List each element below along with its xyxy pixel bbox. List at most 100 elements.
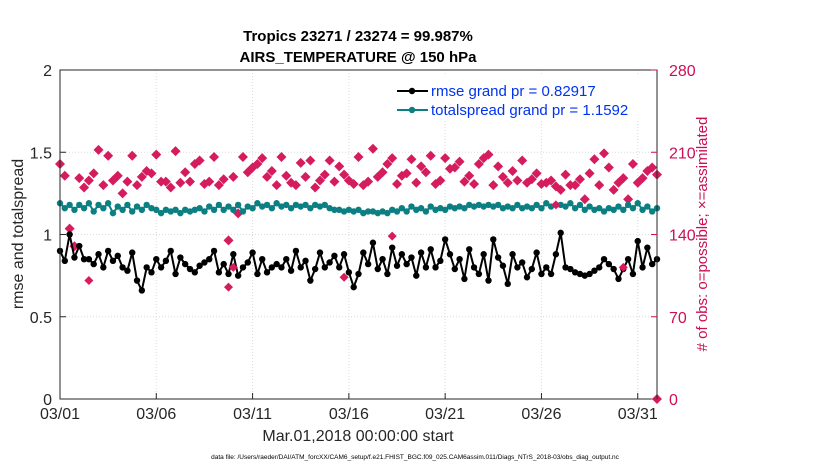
rmse-line-marker <box>182 261 188 267</box>
rmse-line-marker <box>298 264 304 270</box>
rmse-line-marker <box>283 256 289 262</box>
rmse-line-marker <box>630 271 636 277</box>
rmse-line-marker <box>216 269 222 275</box>
totalspread-line-marker <box>110 210 116 216</box>
rmse-line-marker <box>596 264 602 270</box>
rmse-line-marker <box>466 246 472 252</box>
rmse-line-marker <box>461 276 467 282</box>
totalspread-line-marker <box>105 200 111 206</box>
rmse-line-marker <box>379 256 385 262</box>
rmse-line-marker <box>254 271 260 277</box>
rmse-line-marker <box>134 277 140 283</box>
rmse-line-marker <box>639 264 645 270</box>
totalspread-line-marker <box>235 202 241 208</box>
x-tick-label: 03/11 <box>233 406 272 423</box>
totalspread-line-marker <box>538 205 544 211</box>
rmse-line-marker <box>432 264 438 270</box>
rmse-line-marker <box>100 264 106 270</box>
rmse-line-marker <box>153 256 159 262</box>
rmse-line-marker <box>105 248 111 254</box>
y-tick-label: 0.5 <box>30 310 52 327</box>
rmse-line-marker <box>471 264 477 270</box>
rmse-line-marker <box>91 261 97 267</box>
rmse-line-marker <box>264 269 270 275</box>
totalspread-line-marker <box>230 207 236 213</box>
rmse-line-marker <box>211 248 217 254</box>
rmse-line-marker <box>649 261 655 267</box>
rmse-line-marker <box>615 276 621 282</box>
totalspread-line-marker <box>216 202 222 208</box>
rmse-line-marker <box>635 238 641 244</box>
rmse-line-marker <box>307 277 313 283</box>
rmse-line-marker <box>110 258 116 264</box>
x-tick-label: 03/31 <box>618 406 658 423</box>
totalspread-line-marker <box>119 207 125 213</box>
rmse-line-marker <box>606 261 612 267</box>
totalspread-line-marker <box>249 205 255 211</box>
rmse-line-marker <box>240 264 246 270</box>
totalspread-line-marker <box>240 208 246 214</box>
rmse-line-marker <box>302 258 308 264</box>
rmse-line-marker <box>86 256 92 262</box>
y-right-tick-label: 140 <box>669 228 696 245</box>
rmse-line-marker <box>389 244 395 250</box>
rmse-line-marker <box>148 269 154 275</box>
rmse-line-marker <box>259 256 265 262</box>
y-right-tick-label: 280 <box>669 63 696 80</box>
rmse-line-marker <box>312 266 318 272</box>
rmse-line-marker <box>206 256 212 262</box>
totalspread-line-marker <box>139 207 145 213</box>
y-tick-label: 1.5 <box>30 145 52 162</box>
x-tick-label: 03/21 <box>425 406 465 423</box>
rmse-line-marker <box>500 263 506 269</box>
chart: Tropics 23271 / 23274 = 99.987% AIRS_TEM… <box>0 0 830 470</box>
rmse-line-marker <box>350 284 356 290</box>
rmse-line-marker <box>331 253 337 259</box>
rmse-line-marker <box>177 254 183 260</box>
rmse-line-marker <box>476 271 482 277</box>
rmse-line-marker <box>423 264 429 270</box>
rmse-line-marker <box>413 272 419 278</box>
rmse-line-marker <box>509 251 515 257</box>
rmse-line-marker <box>437 258 443 264</box>
x-tick-label: 03/06 <box>136 406 176 423</box>
rmse-line-marker <box>519 259 525 265</box>
x-tick-label: 03/16 <box>329 406 369 423</box>
y-right-tick-label: 70 <box>669 310 687 327</box>
rmse-line-marker <box>625 256 631 262</box>
totalspread-line-marker <box>81 205 87 211</box>
totalspread-line-marker <box>269 205 275 211</box>
rmse-line-marker <box>375 266 381 272</box>
rmse-line-marker <box>370 240 376 246</box>
rmse-line-marker <box>399 251 405 257</box>
rmse-line-marker <box>403 261 409 267</box>
rmse-line-marker <box>143 264 149 270</box>
rmse-line-marker <box>524 274 530 280</box>
totalspread-line-marker <box>567 200 573 206</box>
totalspread-line-marker <box>620 207 626 213</box>
rmse-line-marker <box>447 251 453 257</box>
rmse-line-marker <box>124 267 130 273</box>
rmse-line-marker <box>293 248 299 254</box>
rmse-line-marker <box>245 259 251 265</box>
rmse-line-marker <box>62 258 68 264</box>
rmse-line-marker <box>322 264 328 270</box>
rmse-line-marker <box>346 269 352 275</box>
rmse-line-marker <box>548 271 554 277</box>
rmse-line-marker <box>538 271 544 277</box>
rmse-line-marker <box>394 263 400 269</box>
rmse-line-marker <box>230 251 236 257</box>
rmse-line-marker <box>480 251 486 257</box>
totalspread-line-marker <box>66 202 72 208</box>
totalspread-line-marker <box>124 202 130 208</box>
totalspread-line-marker <box>91 208 97 214</box>
totalspread-line-marker <box>129 208 135 214</box>
rmse-line-marker <box>66 231 72 237</box>
totalspread-line-marker <box>100 205 106 211</box>
chart-title: Tropics 23271 / 23274 = 99.987% <box>243 28 473 45</box>
totalspread-line-marker <box>423 208 429 214</box>
rmse-line-marker <box>220 261 226 267</box>
legend-spread-marker <box>409 107 415 113</box>
rmse-line-marker <box>139 287 145 293</box>
totalspread-line-marker <box>211 207 217 213</box>
